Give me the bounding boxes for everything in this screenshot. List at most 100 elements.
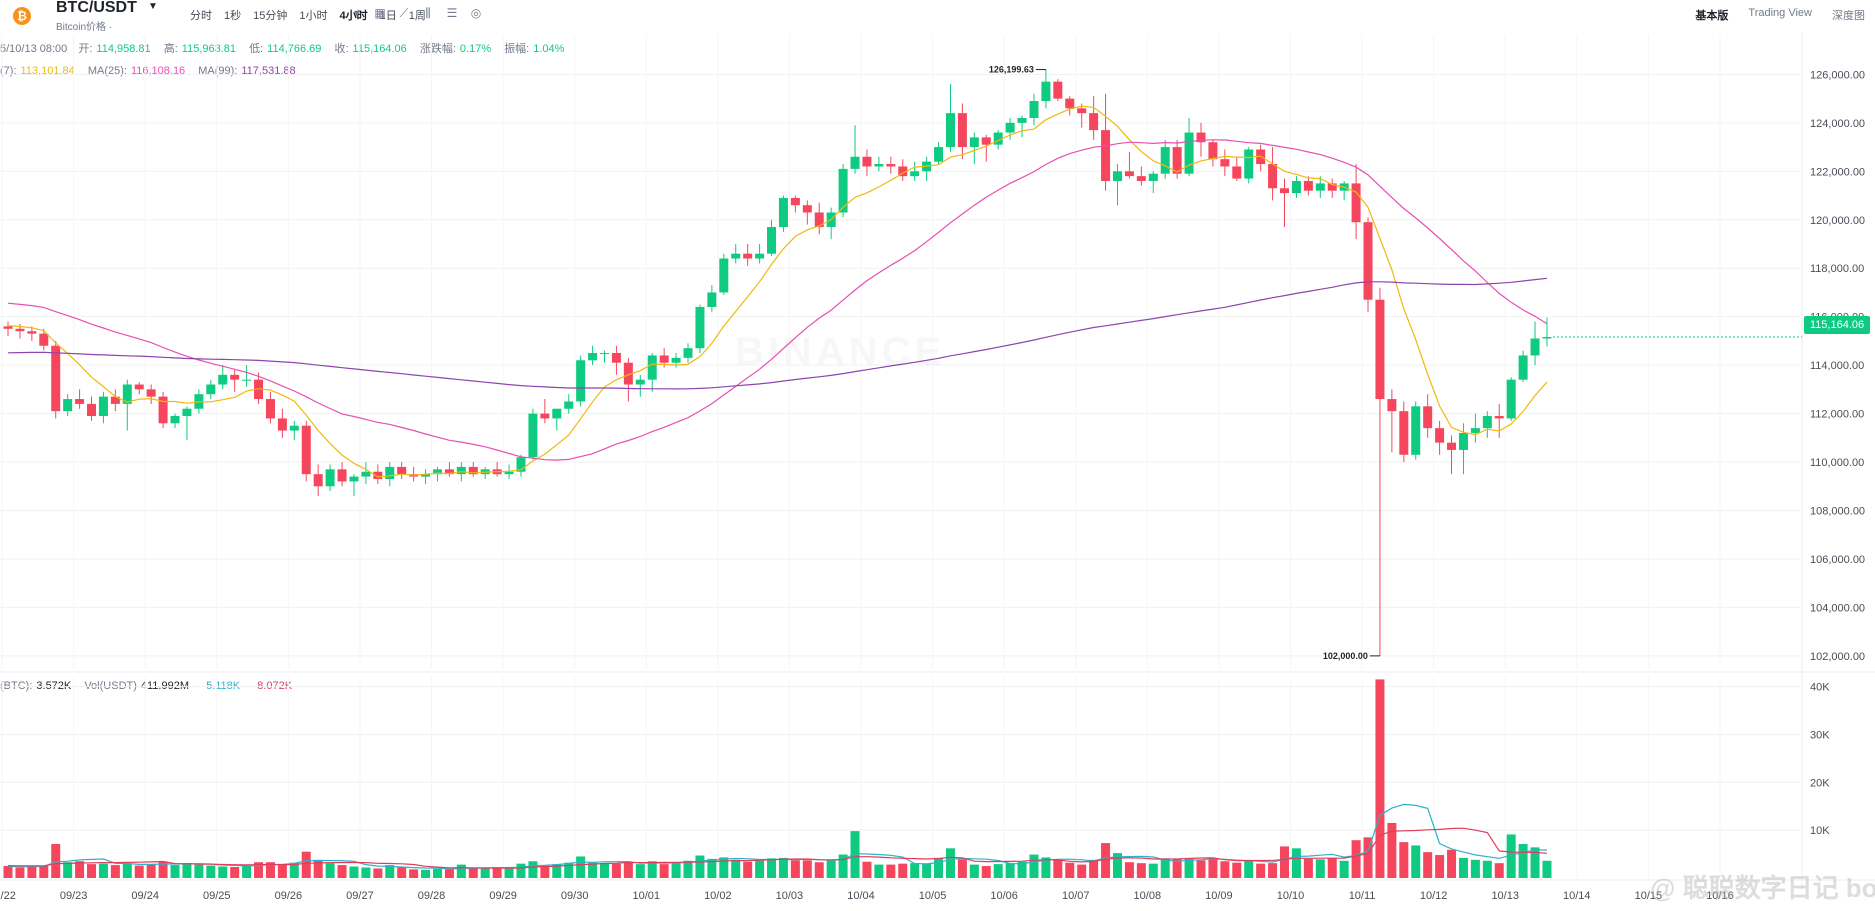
- volume-bar: [623, 862, 633, 878]
- low-value: 114,766.69: [267, 43, 322, 55]
- price-axis-label: 124,000.00: [1810, 118, 1865, 130]
- candle-body: [886, 164, 896, 167]
- volume-bar: [1494, 863, 1504, 878]
- volume-bar: [1124, 862, 1134, 878]
- volume-bar: [1101, 843, 1111, 878]
- vol-ma10-value: 8.072K: [257, 680, 293, 692]
- volume-bar: [87, 864, 97, 878]
- candle-body: [1089, 113, 1099, 131]
- volume-bar: [1232, 862, 1242, 878]
- volume-bar: [39, 865, 49, 878]
- volume-bar: [397, 867, 407, 878]
- volume-bar: [122, 863, 132, 878]
- candle-body: [1017, 117, 1027, 123]
- volume-bar: [1148, 863, 1158, 878]
- volume-bar: [373, 868, 383, 878]
- candle-body: [683, 348, 693, 358]
- volume-bar: [838, 854, 848, 878]
- pair-title[interactable]: BTC/USDT: [56, 0, 137, 16]
- price-axis-label: 114,000.00: [1810, 360, 1864, 372]
- price-axis-label: 126,000.00: [1810, 69, 1865, 81]
- chart-header: ₿ BTC/USDT ▼ Bitcoin价格 · 分时 1秒 15分钟 1小时 4小时 1…: [0, 0, 1875, 33]
- candle-body: [337, 469, 347, 482]
- target-icon[interactable]: ◎: [470, 6, 482, 20]
- vol-usdt-value: 411.992M: [140, 680, 189, 692]
- candle-body: [277, 418, 287, 431]
- time-axis-label: 09/25: [203, 890, 231, 902]
- time-axis-label: 09/29: [489, 890, 517, 902]
- candle-body: [1375, 299, 1385, 400]
- view-tab-0[interactable]: 基本版: [1695, 10, 1729, 22]
- interval-tab-6[interactable]: 1周: [408, 10, 426, 22]
- candle-body: [981, 137, 991, 145]
- volume-bar: [63, 862, 73, 878]
- candle-body: [719, 258, 729, 293]
- volume-bar: [1005, 863, 1015, 878]
- volume-bar: [1482, 860, 1492, 878]
- time-axis-label: 09/30: [561, 890, 589, 902]
- volume-bar: [1172, 858, 1182, 878]
- more-intervals-chevron-icon[interactable]: ▾: [353, 6, 361, 20]
- volume-bar: [576, 856, 586, 878]
- candle-body: [1101, 130, 1111, 181]
- settings-icon[interactable]: ☰: [446, 6, 458, 20]
- volume-bar: [361, 867, 371, 878]
- view-tab-1[interactable]: Trading View: [1748, 7, 1812, 19]
- chevron-down-icon[interactable]: ▼: [148, 1, 158, 12]
- candle-body: [850, 156, 860, 169]
- candle-body: [564, 401, 574, 409]
- volume-bar: [922, 863, 932, 878]
- volume-bar: [1423, 852, 1433, 878]
- open-label: 开:: [78, 43, 93, 55]
- high-value: 115,963.81: [181, 43, 237, 55]
- volume-bar: [695, 855, 705, 878]
- candle-body: [1542, 337, 1552, 339]
- interval-tab-3[interactable]: 1小时: [299, 10, 328, 22]
- candle-body: [1220, 159, 1230, 167]
- calendar-icon[interactable]: ▦: [374, 6, 386, 20]
- interval-tab-4[interactable]: 4小时: [339, 10, 368, 22]
- interval-tab-5[interactable]: 1日: [379, 10, 397, 22]
- candle-body: [421, 474, 431, 477]
- candle-body: [1232, 166, 1242, 179]
- time-axis-label: 10/15: [1635, 890, 1663, 902]
- candle-style-icon[interactable]: ⫼: [425, 6, 431, 20]
- candle-body: [767, 227, 777, 254]
- candle-body: [1053, 81, 1063, 99]
- vol-btc-value: 3.572K: [36, 680, 72, 692]
- volume-bar: [957, 859, 967, 878]
- candle-body: [158, 396, 168, 424]
- candle-body: [265, 399, 275, 419]
- volume-bar: [194, 864, 204, 878]
- coin-subtitle[interactable]: Bitcoin价格 ·: [56, 22, 113, 33]
- indicator-icon[interactable]: ⟋: [399, 6, 409, 20]
- candle-body: [1029, 101, 1039, 118]
- candle-body: [87, 403, 97, 417]
- candle-body: [313, 474, 323, 487]
- ma25-line: [7, 139, 1548, 461]
- volume-bar: [1506, 834, 1516, 878]
- volume-bar: [611, 863, 621, 878]
- volume-bar: [1291, 848, 1301, 878]
- volume-bar: [277, 864, 287, 878]
- time-axis-label: 09/27: [346, 890, 374, 902]
- candle-body: [397, 466, 407, 475]
- view-tab-2[interactable]: 深度图: [1832, 10, 1865, 22]
- vol-ma5-value: 5.118K: [206, 680, 241, 692]
- price-axis-label: 108,000.00: [1810, 506, 1865, 518]
- candle-body: [862, 156, 872, 167]
- candle-body: [218, 374, 228, 385]
- time-axis-label: 09/28: [418, 890, 446, 902]
- candle-body: [504, 471, 514, 475]
- volume-bar: [1447, 849, 1457, 878]
- volume-bar: [826, 860, 836, 878]
- interval-tab-1[interactable]: 1秒: [224, 10, 242, 22]
- candle-body: [361, 471, 371, 477]
- low-annotation: 102,000.00: [1323, 651, 1368, 661]
- volume-bar: [1268, 863, 1278, 878]
- candle-body: [1458, 432, 1468, 450]
- volume-bar: [1196, 860, 1206, 878]
- interval-tab-2[interactable]: 15分钟: [253, 10, 288, 22]
- interval-tab-0[interactable]: 分时: [190, 10, 212, 22]
